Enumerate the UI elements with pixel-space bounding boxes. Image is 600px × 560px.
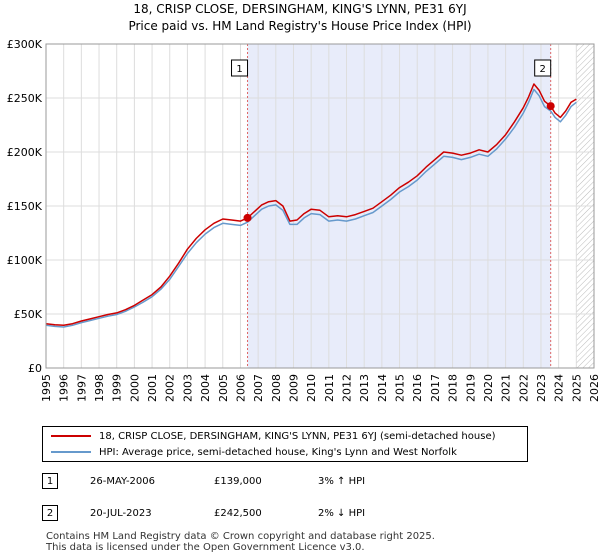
x-tick-label: 2019 xyxy=(464,374,477,402)
x-tick-label: 2025 xyxy=(570,374,583,402)
sale-label-1: 1 xyxy=(236,64,242,75)
legend-label-hpi: HPI: Average price, semi-detached house,… xyxy=(99,447,457,458)
x-tick-label: 1998 xyxy=(93,374,106,402)
sale-point-1 xyxy=(243,213,252,222)
sale-number: 2 xyxy=(42,505,58,521)
x-tick-label: 2016 xyxy=(411,374,424,402)
x-tick-label: 2003 xyxy=(181,374,194,402)
x-tick-label: 2023 xyxy=(535,374,548,402)
sale-label-box-2 xyxy=(534,59,552,77)
x-tick-label: 2005 xyxy=(217,374,230,402)
legend-item-price: 18, CRISP CLOSE, DERSINGHAM, KING'S LYNN… xyxy=(51,429,496,445)
sale-number: 1 xyxy=(42,473,58,489)
y-tick-label: £150K xyxy=(7,200,43,213)
legend-label-price: 18, CRISP CLOSE, DERSINGHAM, KING'S LYNN… xyxy=(99,431,496,442)
y-tick-label: £200K xyxy=(7,146,43,159)
x-tick-label: 2010 xyxy=(305,374,318,402)
y-tick-label: £0 xyxy=(28,362,42,375)
hpi-series-line xyxy=(46,88,577,328)
x-tick-label: 2007 xyxy=(252,374,265,402)
x-tick-label: 2008 xyxy=(270,374,283,402)
sale-label-box-1 xyxy=(231,59,249,77)
x-tick-label: 1995 xyxy=(40,374,53,402)
x-tick-label: 2000 xyxy=(128,374,141,402)
x-tick-label: 2004 xyxy=(199,374,212,402)
x-tick-label: 2013 xyxy=(358,374,371,402)
x-tick-label: 2015 xyxy=(394,374,407,402)
y-tick-label: £50K xyxy=(14,308,43,321)
footer-copyright: Contains HM Land Registry data © Crown c… xyxy=(46,531,435,542)
legend-item-hpi: HPI: Average price, semi-detached house,… xyxy=(51,445,457,461)
sale-point-2 xyxy=(546,102,555,111)
x-tick-label: 2014 xyxy=(376,374,389,402)
x-tick-label: 2021 xyxy=(500,374,513,402)
chart-subtitle: Price paid vs. HM Land Registry's House … xyxy=(128,19,472,33)
sale-price: £242,500 xyxy=(214,508,262,519)
x-tick-label: 2022 xyxy=(517,374,530,402)
x-tick-label: 2002 xyxy=(164,374,177,402)
x-tick-label: 2018 xyxy=(447,374,460,402)
x-tick-label: 1996 xyxy=(58,374,71,402)
sale-label-2: 2 xyxy=(540,64,546,75)
sale-hpi-diff: 3% ↑ HPI xyxy=(318,476,366,487)
price-series-line xyxy=(46,83,577,327)
x-tick-label: 2017 xyxy=(429,374,442,402)
x-tick-label: 2024 xyxy=(553,374,566,402)
sale-date: 26-MAY-2006 xyxy=(90,476,156,487)
footer-license: This data is licensed under the Open Gov… xyxy=(46,542,365,553)
x-tick-label: 2006 xyxy=(234,374,247,402)
price-chart: 1 2 £0 £50K £100K £150K £200K £250K £300K 1995 19… xyxy=(7,38,600,402)
chart-legend: 18, CRISP CLOSE, DERSINGHAM, KING'S LYNN… xyxy=(42,426,528,462)
x-tick-label: 2020 xyxy=(482,374,495,402)
y-tick-label: £250K xyxy=(7,92,43,105)
sale-date: 20-JUL-2023 xyxy=(90,508,152,519)
x-tick-label: 1997 xyxy=(75,374,88,402)
legend-swatch-price xyxy=(51,435,91,437)
sale-price: £139,000 xyxy=(214,476,262,487)
x-tick-label: 2009 xyxy=(287,374,300,402)
x-tick-label: 2012 xyxy=(341,374,354,402)
plot-frame xyxy=(45,43,595,369)
legend-swatch-hpi xyxy=(51,451,91,453)
chart-title: 18, CRISP CLOSE, DERSINGHAM, KING'S LYNN… xyxy=(133,2,467,16)
x-tick-label: 1999 xyxy=(111,374,124,402)
x-tick-label: 2001 xyxy=(146,374,159,402)
x-tick-label: 2011 xyxy=(323,374,336,402)
sale-hpi-diff: 2% ↓ HPI xyxy=(318,508,366,519)
y-tick-label: £300K xyxy=(7,38,43,51)
x-tick-label: 2026 xyxy=(588,374,600,402)
y-tick-label: £100K xyxy=(7,254,43,267)
